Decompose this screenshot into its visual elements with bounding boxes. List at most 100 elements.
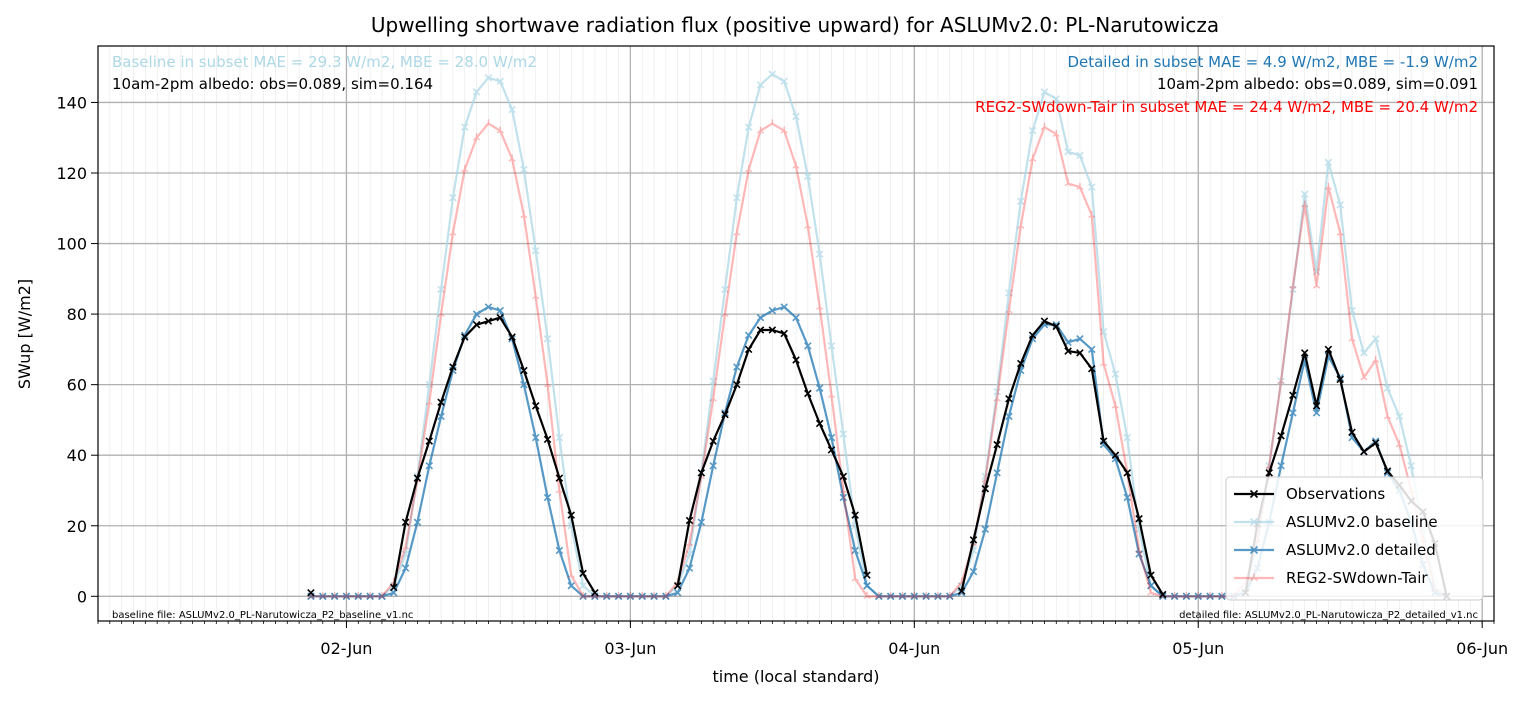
data-point: [437, 309, 445, 317]
data-point: [1383, 412, 1392, 420]
data-point: [851, 546, 859, 555]
data-point: [460, 123, 469, 131]
data-point: [697, 518, 706, 526]
data-point: [543, 380, 552, 388]
data-point: [768, 306, 777, 315]
legend-marker: [1249, 517, 1259, 527]
data-point: [520, 380, 528, 389]
data-point: [993, 394, 1001, 402]
data-point: [804, 389, 812, 398]
data-point: [709, 394, 717, 402]
data-point: [733, 228, 741, 236]
data-point: [1336, 375, 1344, 384]
data-point: [1052, 95, 1061, 103]
data-point: [1135, 546, 1143, 554]
data-point: [1135, 550, 1143, 558]
data-point: [484, 73, 493, 82]
data-point: [1336, 228, 1344, 236]
x-tick-label: 03-Jun: [604, 639, 656, 658]
data-point: [567, 511, 575, 519]
data-point: [614, 592, 623, 601]
data-point: [366, 592, 374, 600]
data-point: [650, 592, 658, 600]
data-point: [1206, 592, 1214, 600]
data-point: [1348, 334, 1356, 342]
data-point: [449, 193, 457, 202]
data-point: [413, 518, 422, 526]
data-point: [851, 574, 859, 582]
legend-swatch: [1234, 573, 1274, 582]
data-point: [863, 571, 871, 579]
data-point: [1170, 592, 1179, 601]
data-point: [1088, 211, 1096, 219]
data-point: [1123, 469, 1132, 477]
data-point: [1336, 200, 1344, 209]
data-point: [425, 462, 434, 470]
data-point: [543, 493, 552, 502]
data-point: [449, 228, 457, 236]
legend-entry-aslumv2-0-detailed: ASLUMv2.0 detailed: [1234, 541, 1436, 559]
data-point: [496, 313, 505, 322]
data-point: [603, 592, 611, 600]
data-point: [591, 589, 599, 597]
data-point: [792, 112, 800, 121]
data-point: [1182, 592, 1191, 600]
data-point: [804, 221, 812, 229]
legend-marker: [1250, 573, 1258, 582]
data-point: [579, 592, 587, 600]
data-point: [709, 437, 717, 445]
data-point: [1289, 409, 1297, 417]
data-point: [1348, 306, 1356, 315]
data-point: [981, 525, 990, 534]
series-line: [392, 316, 596, 594]
legend-swatch: [1234, 489, 1274, 499]
data-point: [1052, 320, 1061, 329]
data-point: [1277, 377, 1285, 385]
baseline-stats-annotation: Baseline in subset MAE = 29.3 W/m2, MBE …: [112, 53, 537, 71]
data-point: [863, 592, 871, 600]
data-point: [780, 329, 788, 338]
data-point: [780, 77, 788, 86]
data-point: [496, 77, 505, 86]
series-line: [960, 320, 1164, 596]
data-point: [555, 546, 564, 555]
data-point: [1040, 88, 1049, 96]
data-point: [449, 363, 457, 371]
data-point: [768, 119, 776, 127]
data-point: [827, 342, 836, 350]
data-point: [721, 410, 729, 419]
data-point: [472, 88, 481, 96]
data-point: [319, 592, 327, 601]
data-point: [1301, 200, 1309, 208]
data-point: [354, 592, 362, 600]
data-point: [744, 123, 753, 131]
data-point: [532, 292, 540, 300]
data-point: [839, 472, 848, 481]
detailed-stats-annotation: Detailed in subset MAE = 4.9 W/m2, MBE =…: [1067, 53, 1478, 71]
data-point: [685, 539, 694, 547]
data-point: [472, 310, 481, 318]
data-point: [401, 564, 410, 572]
data-point: [508, 105, 516, 114]
data-point: [520, 366, 528, 375]
data-point: [1289, 285, 1297, 294]
y-axis-label: SWup [W/m2]: [15, 279, 34, 389]
data-point: [1277, 432, 1285, 440]
data-point: [910, 592, 919, 601]
data-point: [1395, 440, 1403, 448]
data-point: [1005, 306, 1013, 314]
data-point: [520, 165, 528, 174]
data-point: [1300, 349, 1309, 357]
data-point: [922, 592, 930, 601]
data-point: [472, 320, 481, 329]
data-point: [1170, 592, 1179, 600]
data-point: [1194, 592, 1202, 600]
data-point: [875, 592, 883, 601]
data-point: [993, 440, 1001, 449]
data-point: [626, 592, 635, 601]
data-point: [815, 250, 824, 258]
data-point: [851, 511, 859, 519]
data-point: [401, 542, 410, 550]
data-point: [934, 592, 942, 601]
data-point: [425, 398, 433, 406]
